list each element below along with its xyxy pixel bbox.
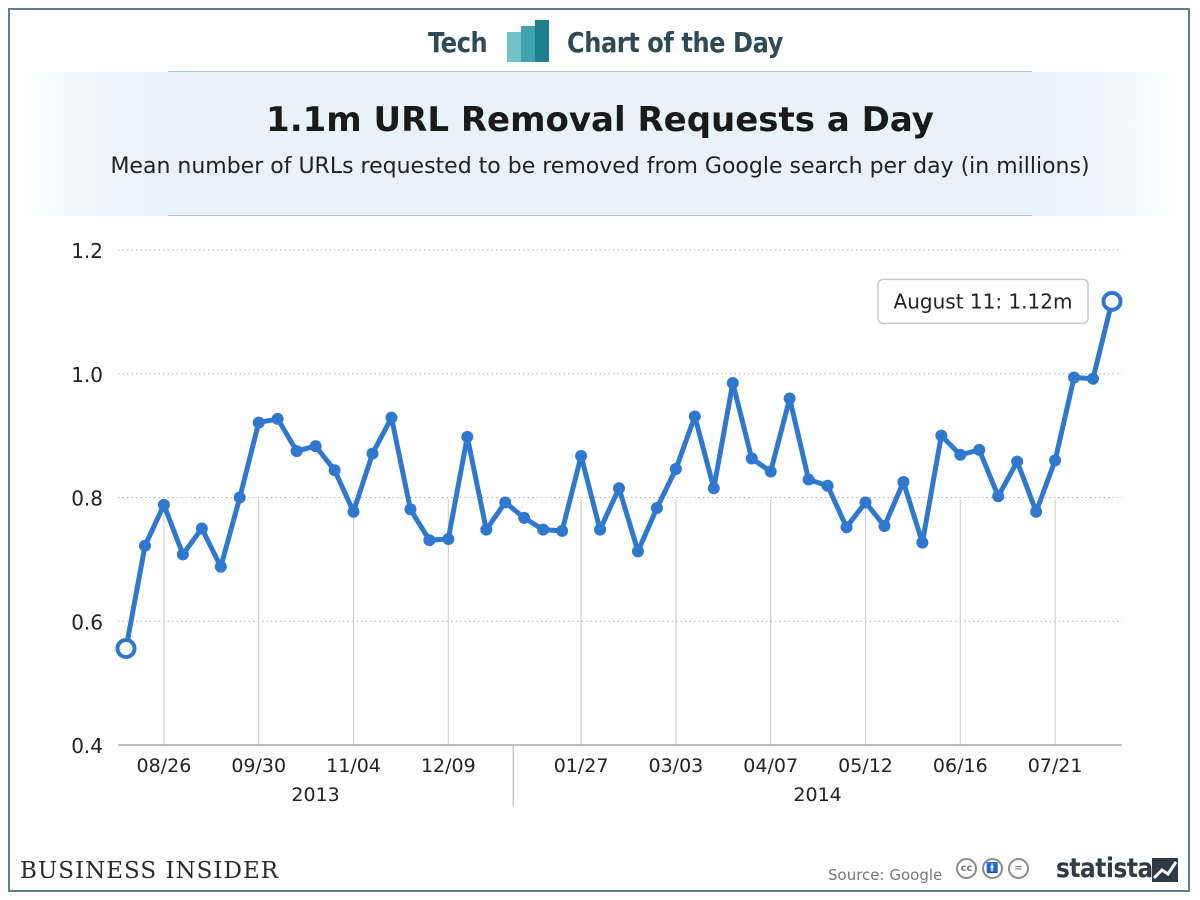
y-tick-label: 0.6 [71,610,103,634]
data-point [499,496,512,509]
series-line [123,298,1115,651]
data-point [328,464,341,477]
data-point [897,476,910,489]
data-point [347,505,360,518]
x-tick-label: 12/09 [421,755,476,777]
data-point [594,523,607,536]
data-point [423,534,436,547]
data-point [176,548,189,561]
source-note: Source: Google [828,866,943,884]
x-tick-label: 09/30 [231,755,286,777]
year-label: 2014 [793,784,841,806]
business-insider-logo: Business Insider [20,858,280,884]
x-tick-label: 06/16 [933,755,988,777]
y-tick-label: 0.8 [71,487,103,511]
data-point [556,524,569,537]
data-point [518,511,531,524]
data-point [252,416,265,429]
data-point [878,519,891,532]
header-tech-label: Tech [428,26,488,59]
data-point [404,503,417,516]
data-point [290,445,303,458]
y-tick-label: 0.4 [71,734,103,758]
y-tick-label: 1.2 [71,239,103,263]
x-tick-label: 07/21 [1028,755,1083,777]
data-point [366,447,379,460]
x-tick-label: 03/03 [649,755,704,777]
data-point [707,482,720,495]
data-point [271,412,284,425]
data-point [745,452,758,465]
header-chart-of-the-day-label: Chart of the Day [567,26,783,59]
data-point [935,429,948,442]
data-point [688,410,701,423]
license-icons: cc 🚹 = [956,858,1029,879]
chart-subtitle: Mean number of URLs requested to be remo… [110,154,1090,179]
data-point [783,392,796,405]
data-point [461,430,474,443]
data-point [480,523,493,536]
x-tick-label: 01/27 [554,755,609,777]
data-point [992,490,1005,503]
data-point [650,502,663,515]
x-tick-label: 04/07 [743,755,798,777]
data-point [669,463,682,476]
data-point [214,560,227,573]
data-point [726,377,739,390]
data-point [631,545,644,558]
annotation-box [877,278,1089,325]
data-point [1068,371,1081,384]
x-tick-label: 08/26 [137,755,192,777]
data-point [309,440,322,453]
title-top-rule [168,71,1032,72]
data-point [537,523,550,536]
data-point [385,411,398,424]
nd-icon[interactable]: = [1008,858,1029,879]
y-tick-label: 1.0 [71,363,103,387]
by-icon[interactable]: 🚹 [982,858,1003,879]
data-point [821,479,834,492]
data-point [1049,454,1062,467]
endpoint-marker [115,637,137,659]
x-tick-label: 05/12 [838,755,893,777]
data-point [840,521,853,534]
endpoint-marker [1101,290,1123,312]
x-tick-label: 11/04 [326,755,381,777]
statista-logo: statista [1056,853,1153,884]
data-point [764,465,777,478]
year-label: 2013 [291,784,339,806]
title-band [12,72,1188,216]
data-point [613,482,625,495]
data-point [575,450,588,463]
annotation-label: August 11: 1.12m [894,289,1073,313]
chart-logo-icon [507,20,549,62]
chart-of-the-day-header: Tech Chart of the Day [0,20,1200,66]
data-point [916,536,929,549]
data-point [233,491,246,504]
cc-icon[interactable]: cc [956,858,977,879]
data-point [859,496,872,509]
data-point [195,522,208,535]
title-bottom-rule [168,215,1032,216]
data-point [442,532,455,545]
statista-mark-icon [1152,858,1178,882]
data-point [138,539,151,552]
data-point [1030,505,1043,518]
chart-title: 1.1m URL Removal Requests a Day [266,100,934,140]
data-point [1087,372,1100,385]
data-point [954,448,967,461]
data-point [973,443,986,456]
data-point [157,498,170,511]
data-point [1011,455,1024,468]
data-point [802,473,815,486]
